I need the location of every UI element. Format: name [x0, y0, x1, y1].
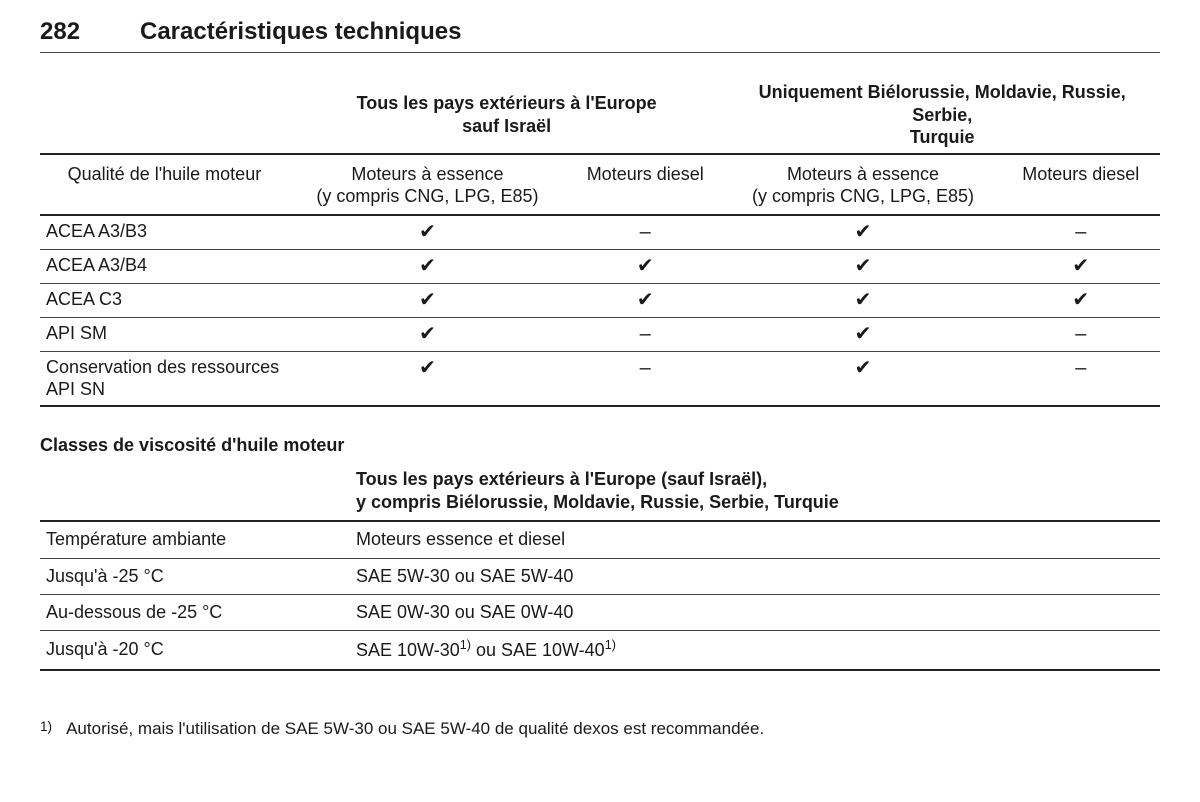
cell: ✔ — [1002, 283, 1160, 317]
cell: – — [566, 351, 724, 406]
page-header: 282 Caractéristiques techniques — [40, 18, 1160, 53]
viscosity-section-title: Classes de viscosité d'huile moteur — [40, 435, 1160, 456]
visc-group-l2: y compris Biélorussie, Moldavie, Russie,… — [356, 492, 839, 512]
footnote-ref-2: 1) — [605, 638, 616, 652]
row-label: Jusqu'à -20 °C — [40, 631, 350, 670]
cell: ✔ — [566, 249, 724, 283]
cell: – — [1002, 317, 1160, 351]
table-row: Jusqu'à -25 °C SAE 5W-30 ou SAE 5W-40 — [40, 558, 1160, 594]
cell: ✔ — [724, 249, 1001, 283]
table-row: API SM ✔ – ✔ – — [40, 317, 1160, 351]
cell: SAE 0W-30 ou SAE 0W-40 — [350, 595, 1160, 631]
row-label: API SM — [40, 317, 289, 351]
cell: ✔ — [724, 317, 1001, 351]
group2-line2: Turquie — [910, 127, 975, 147]
column-group-2: Uniquement Biélorussie, Moldavie, Russie… — [724, 77, 1160, 154]
g1-petrol-l2: (y compris CNG, LPG, E85) — [316, 186, 538, 206]
engine-header: Moteurs essence et diesel — [350, 521, 1160, 558]
table-row: Au-dessous de -25 °C SAE 0W-30 ou SAE 0W… — [40, 595, 1160, 631]
row-label: Au-dessous de -25 °C — [40, 595, 350, 631]
quality-header: Qualité de l'huile moteur — [40, 154, 289, 215]
cell: ✔ — [289, 283, 566, 317]
cell: ✔ — [289, 215, 566, 250]
chapter-title: Caractéristiques techniques — [140, 18, 461, 46]
group1-line1: Tous les pays extérieurs à l'Europe — [357, 93, 657, 113]
g2-diesel-header: Moteurs diesel — [1002, 154, 1160, 215]
footnote-ref-1: 1) — [460, 638, 471, 652]
table-row: Jusqu'à -20 °C SAE 10W-301) ou SAE 10W-4… — [40, 631, 1160, 670]
footnote-text: Autorisé, mais l'utilisation de SAE 5W-3… — [66, 719, 764, 739]
cell: ✔ — [289, 351, 566, 406]
row-label: ACEA A3/B3 — [40, 215, 289, 250]
cell: ✔ — [1002, 249, 1160, 283]
g1-diesel-header: Moteurs diesel — [566, 154, 724, 215]
cell: ✔ — [289, 249, 566, 283]
cell: – — [1002, 351, 1160, 406]
cell: – — [566, 215, 724, 250]
table-row: ACEA C3 ✔ ✔ ✔ ✔ — [40, 283, 1160, 317]
row-label: Jusqu'à -25 °C — [40, 558, 350, 594]
cell: ✔ — [724, 215, 1001, 250]
cell: – — [566, 317, 724, 351]
cell: ✔ — [566, 283, 724, 317]
group2-line1: Uniquement Biélorussie, Moldavie, Russie… — [759, 82, 1126, 125]
visc-group-l1: Tous les pays extérieurs à l'Europe (sau… — [356, 469, 767, 489]
column-group-1: Tous les pays extérieurs à l'Europe sauf… — [289, 77, 725, 154]
cell: ✔ — [289, 317, 566, 351]
g2-petrol-l2: (y compris CNG, LPG, E85) — [752, 186, 974, 206]
cell: ✔ — [724, 283, 1001, 317]
g1-petrol-l1: Moteurs à essence — [351, 164, 503, 184]
footnote-marker: 1) — [40, 719, 52, 739]
oil-quality-table: Tous les pays extérieurs à l'Europe sauf… — [40, 77, 1160, 407]
g1-petrol-header: Moteurs à essence (y compris CNG, LPG, E… — [289, 154, 566, 215]
visc-val-mid: ou SAE 10W-40 — [471, 640, 605, 660]
cell: – — [1002, 215, 1160, 250]
temp-header: Température ambiante — [40, 521, 350, 558]
row-label: ACEA A3/B4 — [40, 249, 289, 283]
footnote: 1) Autorisé, mais l'utilisation de SAE 5… — [40, 719, 1160, 739]
page-number: 282 — [40, 18, 140, 46]
g2-petrol-header: Moteurs à essence (y compris CNG, LPG, E… — [724, 154, 1001, 215]
group1-line2: sauf Israël — [462, 116, 551, 136]
row-label: Conservation des ressources API SN — [40, 351, 289, 406]
g2-petrol-l1: Moteurs à essence — [787, 164, 939, 184]
visc-val-a: SAE 10W-30 — [356, 640, 460, 660]
cell: SAE 5W-30 ou SAE 5W-40 — [350, 558, 1160, 594]
viscosity-group-header: Tous les pays extérieurs à l'Europe (sau… — [350, 462, 1160, 522]
table-row: ACEA A3/B3 ✔ – ✔ – — [40, 215, 1160, 250]
viscosity-table: Tous les pays extérieurs à l'Europe (sau… — [40, 462, 1160, 671]
cell: SAE 10W-301) ou SAE 10W-401) — [350, 631, 1160, 670]
table-row: Conservation des ressources API SN ✔ – ✔… — [40, 351, 1160, 406]
page: 282 Caractéristiques techniques Tous les… — [0, 0, 1200, 739]
cell: ✔ — [724, 351, 1001, 406]
row-label: ACEA C3 — [40, 283, 289, 317]
table-row: ACEA A3/B4 ✔ ✔ ✔ ✔ — [40, 249, 1160, 283]
